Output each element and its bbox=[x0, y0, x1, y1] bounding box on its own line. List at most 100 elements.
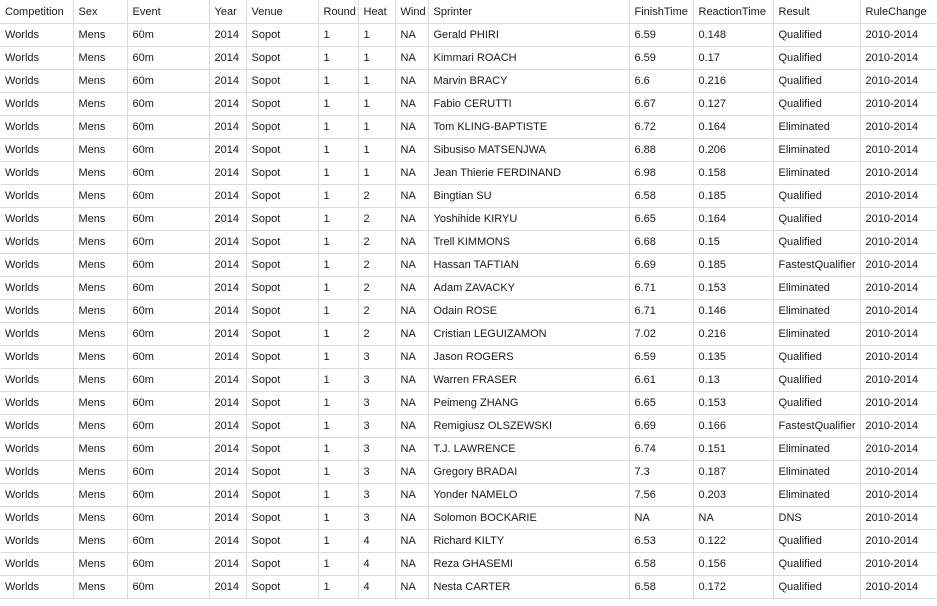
cell-event: 60m bbox=[127, 437, 210, 461]
cell-reaction-time: 0.15 bbox=[693, 230, 774, 254]
table-row[interactable]: Worlds Mens 60m 2014 Sopot 1 2 NA Cristian LEGUI… bbox=[0, 322, 937, 346]
cell-sprinter: Warren FRASER bbox=[428, 368, 630, 392]
cell-heat: 2 bbox=[358, 230, 396, 254]
cell-competition: Worlds bbox=[0, 230, 74, 254]
cell-venue: Sopot bbox=[246, 552, 319, 576]
table-row[interactable]: Worlds Mens 60m 2014 Sopot 1 1 NA Tom KLING-BAPT… bbox=[0, 115, 937, 139]
cell-venue: Sopot bbox=[246, 322, 319, 346]
table-row[interactable]: Worlds Mens 60m 2014 Sopot 1 2 NA Trell KIMMONS 6… bbox=[0, 230, 937, 254]
column-header-round[interactable]: Round bbox=[318, 0, 359, 24]
cell-heat: 2 bbox=[358, 207, 396, 231]
cell-reaction-time: 0.146 bbox=[693, 299, 774, 323]
cell-sex: Mens bbox=[73, 92, 128, 116]
cell-rule-change: 2010-2014 bbox=[860, 483, 937, 507]
cell-year: 2014 bbox=[209, 138, 247, 162]
cell-result: Qualified bbox=[773, 391, 861, 415]
cell-sprinter: Tom KLING-BAPTISTE bbox=[428, 115, 630, 139]
table-row[interactable]: Worlds Mens 60m 2014 Sopot 1 1 NA Fabio CERUTTI 6… bbox=[0, 92, 937, 116]
cell-venue: Sopot bbox=[246, 115, 319, 139]
cell-result: Qualified bbox=[773, 575, 861, 599]
table-row[interactable]: Worlds Mens 60m 2014 Sopot 1 1 NA Jean Thierie F… bbox=[0, 161, 937, 185]
column-header-sex[interactable]: Sex bbox=[73, 0, 128, 24]
table-row[interactable]: Worlds Mens 60m 2014 Sopot 1 2 NA Odain ROSE 6.71… bbox=[0, 299, 937, 323]
cell-sprinter: Bingtian SU bbox=[428, 184, 630, 208]
table-row[interactable]: Worlds Mens 60m 2014 Sopot 1 1 NA Sibusiso MATSE… bbox=[0, 138, 937, 162]
cell-wind: NA bbox=[395, 368, 429, 392]
cell-rule-change: 2010-2014 bbox=[860, 46, 937, 70]
cell-finish-time: 6.69 bbox=[629, 253, 694, 277]
cell-round: 1 bbox=[318, 230, 359, 254]
table-row[interactable]: Worlds Mens 60m 2014 Sopot 1 2 NA Yoshihide KIRY… bbox=[0, 207, 937, 231]
cell-round: 1 bbox=[318, 368, 359, 392]
cell-reaction-time: 0.135 bbox=[693, 345, 774, 369]
table-row[interactable]: Worlds Mens 60m 2014 Sopot 1 3 NA Warren FRASER 6… bbox=[0, 368, 937, 392]
cell-sex: Mens bbox=[73, 437, 128, 461]
cell-reaction-time: 0.127 bbox=[693, 92, 774, 116]
table-row[interactable]: Worlds Mens 60m 2014 Sopot 1 3 NA Yonder NAMELO 7… bbox=[0, 483, 937, 507]
cell-heat: 2 bbox=[358, 184, 396, 208]
cell-sprinter: Jean Thierie FERDINAND bbox=[428, 161, 630, 185]
cell-year: 2014 bbox=[209, 115, 247, 139]
cell-wind: NA bbox=[395, 460, 429, 484]
cell-round: 1 bbox=[318, 483, 359, 507]
table-row[interactable]: Worlds Mens 60m 2014 Sopot 1 3 NA T.J. LAWRENCE 6… bbox=[0, 437, 937, 461]
cell-venue: Sopot bbox=[246, 46, 319, 70]
table-row[interactable]: Worlds Mens 60m 2014 Sopot 1 3 NA Remigiusz OLSZ… bbox=[0, 414, 937, 438]
table-row[interactable]: Worlds Mens 60m 2014 Sopot 1 1 NA Gerald PHIRI 6.… bbox=[0, 23, 937, 47]
column-header-sprinter[interactable]: Sprinter bbox=[428, 0, 630, 24]
cell-rule-change: 2010-2014 bbox=[860, 391, 937, 415]
table-row[interactable]: Worlds Mens 60m 2014 Sopot 1 3 NA Peimeng ZHANG 6… bbox=[0, 391, 937, 415]
cell-sex: Mens bbox=[73, 414, 128, 438]
cell-sex: Mens bbox=[73, 69, 128, 93]
column-header-reaction-time[interactable]: ReactionTime bbox=[693, 0, 774, 24]
column-header-result[interactable]: Result bbox=[773, 0, 861, 24]
cell-finish-time: 6.72 bbox=[629, 115, 694, 139]
table-row[interactable]: Worlds Mens 60m 2014 Sopot 1 3 NA Solomon BOCKAR… bbox=[0, 506, 937, 530]
column-header-venue[interactable]: Venue bbox=[246, 0, 319, 24]
cell-event: 60m bbox=[127, 138, 210, 162]
column-header-rule-change[interactable]: RuleChange bbox=[860, 0, 937, 24]
table-row[interactable]: Worlds Mens 60m 2014 Sopot 1 4 NA Nesta CARTER 6.… bbox=[0, 575, 937, 599]
cell-rule-change: 2010-2014 bbox=[860, 253, 937, 277]
cell-heat: 1 bbox=[358, 46, 396, 70]
table-row[interactable]: Worlds Mens 60m 2014 Sopot 1 3 NA Gregory BRADAI… bbox=[0, 460, 937, 484]
cell-wind: NA bbox=[395, 46, 429, 70]
table-row[interactable]: Worlds Mens 60m 2014 Sopot 1 2 NA Bingtian SU 6.5… bbox=[0, 184, 937, 208]
cell-event: 60m bbox=[127, 575, 210, 599]
cell-round: 1 bbox=[318, 92, 359, 116]
cell-rule-change: 2010-2014 bbox=[860, 69, 937, 93]
table-row[interactable]: Worlds Mens 60m 2014 Sopot 1 3 NA Jason ROGERS 6.… bbox=[0, 345, 937, 369]
cell-wind: NA bbox=[395, 414, 429, 438]
cell-competition: Worlds bbox=[0, 345, 74, 369]
cell-event: 60m bbox=[127, 115, 210, 139]
cell-sex: Mens bbox=[73, 138, 128, 162]
column-header-finish-time[interactable]: FinishTime bbox=[629, 0, 694, 24]
cell-rule-change: 2010-2014 bbox=[860, 322, 937, 346]
table-row[interactable]: Worlds Mens 60m 2014 Sopot 1 1 NA Kimmari ROACH 6… bbox=[0, 46, 937, 70]
table-row[interactable]: Worlds Mens 60m 2014 Sopot 1 2 NA Hassan TAFTIAN… bbox=[0, 253, 937, 277]
column-header-wind[interactable]: Wind bbox=[395, 0, 429, 24]
cell-finish-time: 6.58 bbox=[629, 184, 694, 208]
cell-sex: Mens bbox=[73, 483, 128, 507]
table-row[interactable]: Worlds Mens 60m 2014 Sopot 1 2 NA Adam ZAVACKY 6.… bbox=[0, 276, 937, 300]
column-header-competition[interactable]: Competition bbox=[0, 0, 74, 24]
cell-event: 60m bbox=[127, 46, 210, 70]
cell-sprinter: Remigiusz OLSZEWSKI bbox=[428, 414, 630, 438]
cell-rule-change: 2010-2014 bbox=[860, 184, 937, 208]
cell-sex: Mens bbox=[73, 253, 128, 277]
cell-round: 1 bbox=[318, 552, 359, 576]
column-header-heat[interactable]: Heat bbox=[358, 0, 396, 24]
table-row[interactable]: Worlds Mens 60m 2014 Sopot 1 4 NA Richard KILTY 6… bbox=[0, 529, 937, 553]
cell-round: 1 bbox=[318, 69, 359, 93]
cell-rule-change: 2010-2014 bbox=[860, 92, 937, 116]
cell-sprinter: Adam ZAVACKY bbox=[428, 276, 630, 300]
column-header-event[interactable]: Event bbox=[127, 0, 210, 24]
column-header-year[interactable]: Year bbox=[209, 0, 247, 24]
table-row[interactable]: Worlds Mens 60m 2014 Sopot 1 1 NA Marvin BRACY 6.… bbox=[0, 69, 937, 93]
cell-venue: Sopot bbox=[246, 69, 319, 93]
table-row[interactable]: Worlds Mens 60m 2014 Sopot 1 4 NA Reza GHASEMI 6.… bbox=[0, 552, 937, 576]
cell-reaction-time: 0.164 bbox=[693, 207, 774, 231]
cell-year: 2014 bbox=[209, 506, 247, 530]
cell-competition: Worlds bbox=[0, 460, 74, 484]
cell-rule-change: 2010-2014 bbox=[860, 23, 937, 47]
